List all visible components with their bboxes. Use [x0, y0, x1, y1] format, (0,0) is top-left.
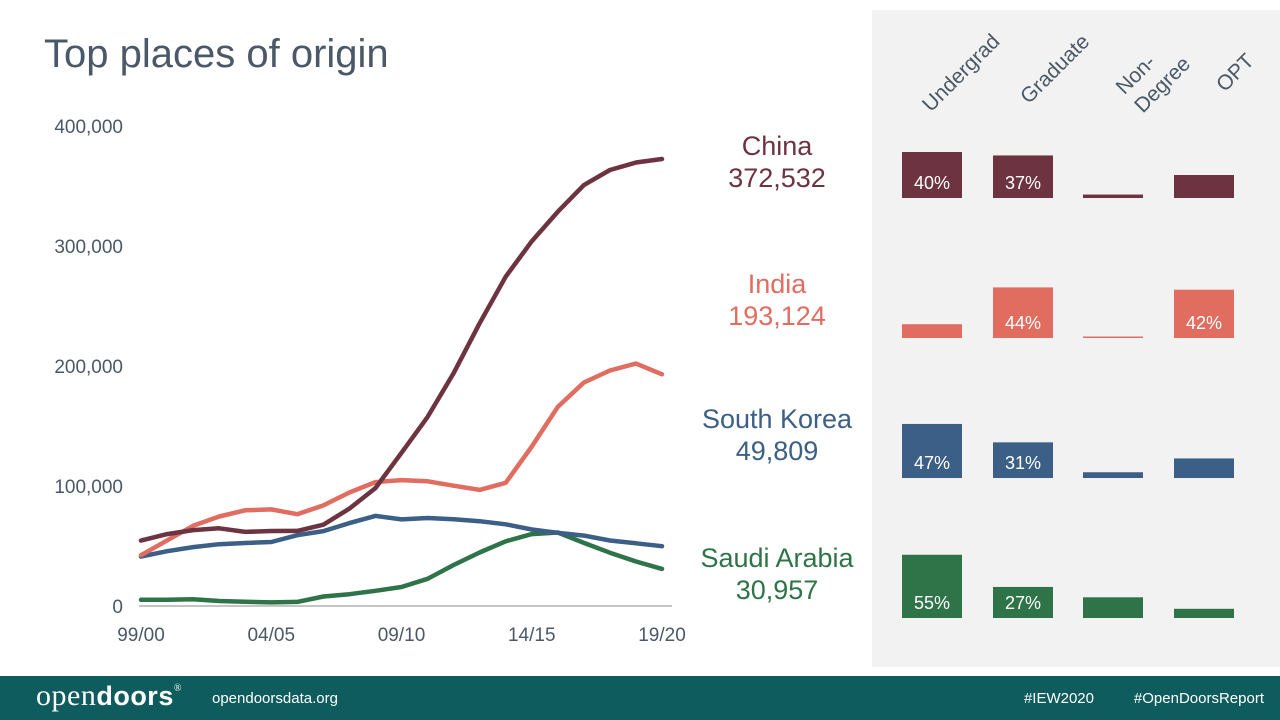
country-total: 30,957 — [735, 575, 819, 605]
series-line-south-korea — [138, 513, 665, 559]
x-tick-label: 99/00 — [117, 625, 165, 646]
country-total: 193,124 — [728, 301, 826, 331]
line-chart: 0 100,000 200,000 300,000 400,000 99/00 04/05 0… — [54, 117, 686, 646]
country-name: China — [741, 131, 813, 161]
x-tick-label: 19/20 — [638, 625, 686, 646]
x-tick-label: 09/10 — [378, 625, 426, 646]
logo-text-light: open — [36, 679, 97, 712]
country-label-south-korea: South Korea 49,809 — [687, 403, 867, 467]
country-label-india: India 193,124 — [687, 268, 867, 332]
country-name: South Korea — [701, 404, 853, 434]
series-line-india — [138, 361, 665, 558]
y-tick-label: 100,000 — [54, 477, 123, 498]
x-tick-label: 04/05 — [247, 625, 295, 646]
country-label-china: China 372,532 — [687, 130, 867, 194]
page-title: Top places of origin — [44, 32, 389, 76]
registered-mark: ® — [173, 683, 182, 694]
y-tick-label: 200,000 — [54, 357, 123, 378]
hashtag-iew2020: #IEW2020 — [1023, 690, 1094, 707]
country-label-saudi-arabia: Saudi Arabia 30,957 — [687, 542, 867, 606]
country-total: 49,809 — [735, 436, 819, 466]
hashtag-opendoorsreport: #OpenDoorsReport — [1133, 690, 1264, 707]
footer-url-link[interactable]: opendoorsdata.org — [212, 690, 338, 707]
x-tick-label: 14/15 — [508, 625, 556, 646]
footer: opendoors® opendoorsdata.org #IEW2020 #O… — [0, 676, 1280, 720]
series-line-saudi-arabia — [138, 530, 665, 605]
opendoors-logo[interactable]: opendoors® — [36, 679, 182, 713]
series-line-china — [138, 156, 665, 543]
y-tick-label: 300,000 — [54, 237, 123, 258]
y-tick-label: 0 — [112, 597, 123, 618]
country-name: India — [747, 269, 807, 299]
y-tick-label: 400,000 — [54, 117, 123, 138]
country-total: 372,532 — [728, 163, 826, 193]
country-name: Saudi Arabia — [700, 543, 854, 573]
logo-text-bold: doors — [96, 681, 174, 711]
